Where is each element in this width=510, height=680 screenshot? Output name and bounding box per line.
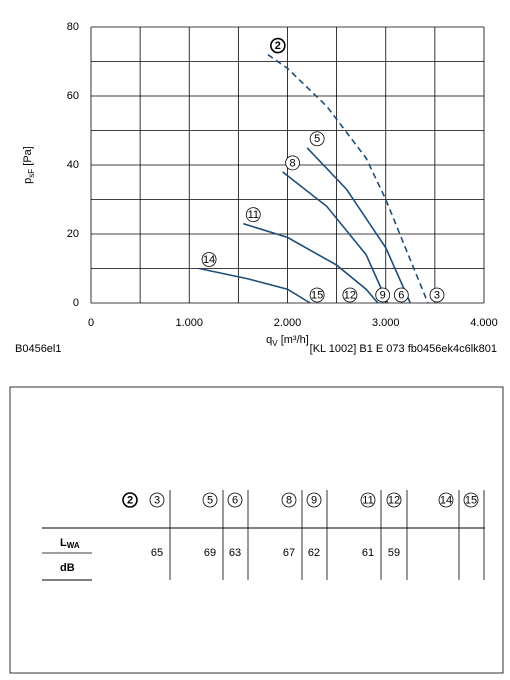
curve-marker [306, 492, 322, 508]
table-frame [9, 386, 504, 674]
curve-label: 9 [311, 494, 317, 506]
curve-label: 14 [440, 494, 452, 506]
curve-label: 6 [398, 289, 404, 301]
curve-marker [149, 492, 165, 508]
label-part: sF [27, 169, 36, 178]
x-tick-label: 2.000 [274, 317, 302, 329]
table-cell: 59 [388, 547, 400, 559]
x-tick-label: 3.000 [372, 317, 400, 329]
curve [282, 171, 389, 304]
curve-marker [309, 131, 325, 147]
curve-label: 14 [203, 254, 215, 266]
table-cell: 61 [362, 547, 374, 559]
label-part: L [60, 537, 67, 549]
curve-label: 15 [465, 494, 477, 506]
y-tick-label: 60 [67, 90, 79, 102]
curve-label: 8 [290, 157, 296, 169]
x-axis-label: qV [m³/h] [266, 334, 309, 348]
y-tick-label: 0 [73, 297, 79, 309]
label-part: V [272, 339, 278, 348]
label-part: p [22, 178, 34, 184]
table-cell: 69 [204, 547, 216, 559]
curve [198, 267, 311, 304]
y-tick-label: 20 [67, 228, 79, 240]
curve-marker [201, 252, 217, 267]
label-part: [Pa] [22, 146, 34, 169]
curve-marker [309, 287, 325, 303]
curve-marker [429, 287, 445, 303]
curve-label: 12 [388, 494, 400, 506]
curve-label: 2 [127, 494, 133, 506]
curve-label: 15 [311, 289, 323, 301]
curve-label: 11 [362, 494, 373, 506]
x-tick-label: 4.000 [470, 317, 498, 329]
curve [306, 147, 412, 304]
curve-marker [281, 492, 297, 508]
label-part: q [266, 334, 272, 346]
curve [243, 222, 379, 304]
curve-marker [463, 492, 479, 508]
figure-code: B0456el1 [15, 343, 62, 355]
curve-label: 5 [207, 494, 213, 506]
y-axis-label: psF [Pa] [22, 146, 36, 184]
table-cell: 67 [283, 547, 295, 559]
curve-marker [270, 37, 286, 54]
curve-label: 9 [380, 289, 386, 301]
x-tick-label: 1.000 [175, 317, 203, 329]
curve-marker [227, 492, 243, 508]
x-tick-label: 0 [88, 317, 94, 329]
table-cell: 65 [151, 547, 163, 559]
curve-label: 3 [154, 494, 160, 506]
row-label: dB [60, 562, 75, 574]
curve-label: 12 [344, 289, 356, 301]
y-tick-label: 80 [67, 21, 79, 33]
curve-marker [342, 287, 358, 303]
curve-marker [285, 155, 300, 171]
curve-marker [438, 492, 454, 508]
curve-marker [393, 287, 409, 303]
curve-marker [202, 492, 218, 508]
label-part: [m³/h] [278, 334, 309, 346]
label-part: WA [67, 541, 80, 550]
figure-reference: [KL 1002] B1 E 073 fb0456ek4c6lk801 [310, 343, 497, 355]
curve [267, 53, 429, 304]
table-cell: 63 [229, 547, 241, 559]
curve-label: 11 [248, 209, 259, 221]
curve-label: 6 [232, 494, 238, 506]
curve-marker [122, 492, 138, 508]
curve-label: 2 [275, 40, 281, 52]
curve-marker [245, 207, 261, 223]
row-label: LWA [60, 537, 80, 550]
curve-label: 3 [434, 289, 440, 301]
curve-marker [360, 492, 376, 508]
y-tick-label: 40 [67, 159, 79, 171]
curve-label: 8 [286, 494, 292, 506]
curve-marker [375, 287, 391, 303]
table-cell: 62 [308, 547, 320, 559]
curve-label: 5 [314, 133, 320, 145]
curve-marker [386, 492, 402, 508]
